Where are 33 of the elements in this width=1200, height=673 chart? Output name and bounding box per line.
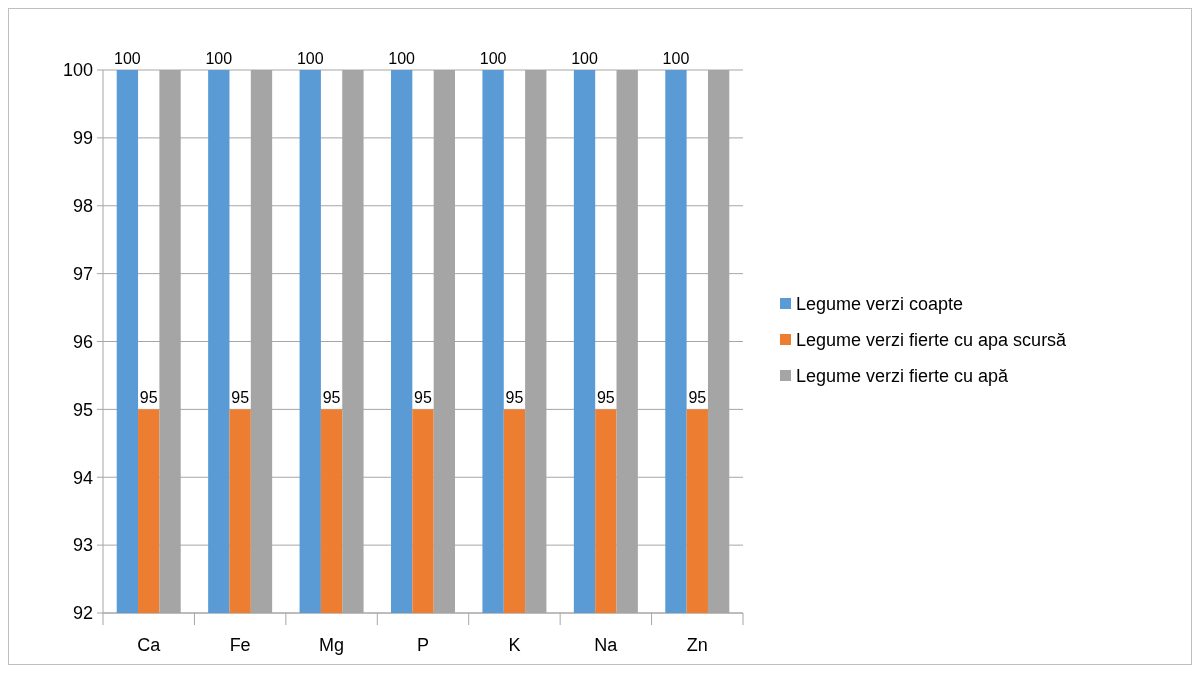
data-label: 95	[414, 389, 432, 407]
data-label: 95	[231, 389, 250, 407]
data-label: 100	[571, 50, 598, 67]
data-label: 95	[505, 389, 524, 407]
data-label: 100	[205, 50, 233, 67]
legend-label: Legume verzi coapte	[796, 294, 964, 315]
y-tick-label: 92	[72, 603, 93, 624]
x-tick-label: Ca	[137, 635, 162, 655]
y-tick-label: 93	[72, 535, 93, 556]
x-tick-label: Fe	[229, 635, 251, 655]
y-tick-label: 97	[72, 263, 93, 284]
data-label: 95	[596, 389, 615, 407]
data-label: 100	[479, 50, 507, 67]
data-label: 100	[388, 50, 416, 67]
x-tick-label: P	[416, 635, 430, 655]
x-tick-label: Mg	[319, 635, 345, 655]
y-tick-label: 94	[72, 467, 93, 488]
x-tick-label: Na	[594, 635, 619, 655]
legend-label: Legume verzi fierte cu apa scursă	[796, 330, 1068, 351]
data-label: 100	[114, 50, 141, 67]
data-label: 100	[296, 50, 324, 67]
y-tick-label: 99	[72, 128, 93, 149]
data-label: 95	[688, 389, 707, 407]
y-tick-label: 98	[72, 196, 93, 217]
y-tick-label: 100	[62, 60, 93, 81]
y-tick-label: 95	[72, 399, 93, 420]
x-tick-label: Zn	[686, 635, 708, 655]
y-tick-label: 96	[72, 331, 93, 352]
data-label: 100	[662, 50, 690, 67]
legend-label: Legume verzi fierte cu apă	[796, 366, 1010, 387]
x-tick-label: K	[508, 635, 521, 655]
data-label: 95	[322, 389, 341, 407]
data-label: 95	[139, 389, 158, 407]
